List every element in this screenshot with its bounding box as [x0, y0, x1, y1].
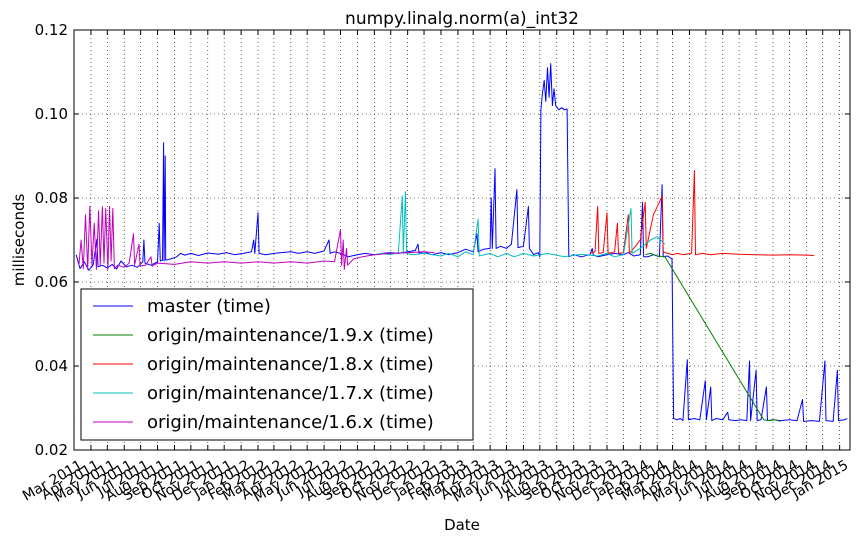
- x-axis-label: Date: [444, 516, 480, 534]
- legend-label: origin/maintenance/1.7.x (time): [147, 383, 434, 404]
- y-tick-label: 0.02: [35, 441, 68, 459]
- y-tick-label: 0.08: [35, 189, 68, 207]
- y-tick-label: 0.12: [35, 21, 68, 39]
- series-line-4: [78, 205, 435, 270]
- y-axis-label: milliseconds: [10, 194, 28, 287]
- series-line-0: [75, 63, 848, 422]
- y-tick-label: 0.04: [35, 357, 68, 375]
- legend-label: origin/maintenance/1.6.x (time): [147, 412, 434, 433]
- series-line-3: [374, 191, 666, 258]
- y-tick-label: 0.06: [35, 273, 68, 291]
- series-layer: [75, 63, 848, 422]
- legend-label: origin/maintenance/1.9.x (time): [147, 325, 434, 346]
- legend-label: master (time): [147, 296, 271, 317]
- plot-frame: [73, 29, 851, 451]
- chart-title: numpy.linalg.norm(a)_int32: [345, 9, 579, 29]
- series-line-1: [645, 252, 781, 422]
- legend-label: origin/maintenance/1.8.x (time): [147, 354, 434, 375]
- y-tick-label: 0.10: [35, 105, 68, 123]
- legend: master (time) origin/maintenance/1.9.x (t…: [80, 288, 474, 441]
- legend-box: [80, 288, 474, 441]
